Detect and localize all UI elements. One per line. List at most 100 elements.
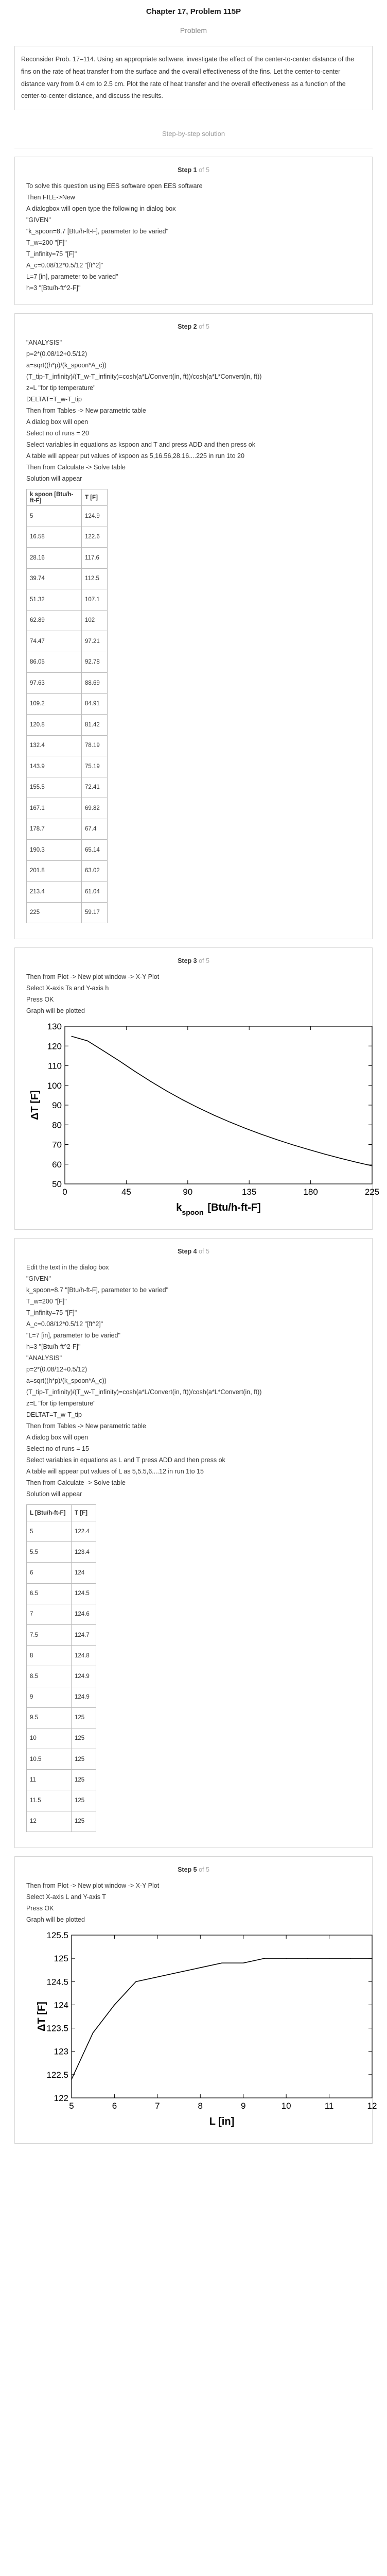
step-line: k_spoon=8.7 "[Btu/h-ft-F], parameter to … (26, 1286, 169, 1294)
table-cell: 7.5 (26, 1624, 72, 1646)
table-cell: 117.6 (81, 547, 108, 569)
y-tick-label: 70 (52, 1140, 62, 1150)
data-point (276, 1139, 278, 1141)
table-cell: 109.2 (26, 693, 82, 715)
table-row: 178.7 67.4 (26, 818, 108, 840)
y-tick-label: 90 (52, 1100, 62, 1110)
problem-statement: Reconsider Prob. 17–114. Using an approp… (14, 46, 373, 110)
y-tick-label: 80 (52, 1120, 62, 1130)
step-line: (T_tip-T_infinity)/(T_w-T_infinity)=cosh… (26, 1388, 262, 1396)
step-title: Step 2 (178, 323, 197, 330)
deltat-vs-length-chart: 5 6 7 8 9 10 11 12 122 122.5 123 123.5 124 124.5 125 12… (36, 1930, 377, 2127)
step-line: Solution will appear (26, 475, 82, 482)
step-2-lines: "ANALYSIS" p=2*(0.08/12+0.5/12) a=sqrt((h*… (26, 337, 361, 485)
step-line: p=2*(0.08/12+0.5/12) (26, 1366, 87, 1373)
table-cell: 62.89 (26, 609, 82, 631)
table-cell: 102 (81, 609, 108, 631)
data-point (92, 2032, 94, 2033)
table-row: 225 59.17 (26, 902, 108, 923)
table-row: 5.5 123.4 (26, 1541, 96, 1563)
table-cell: 122.4 (71, 1520, 96, 1543)
table-header-t: T [F] (71, 1504, 96, 1521)
data-point (261, 1133, 262, 1135)
table-row: 6 124 (26, 1562, 96, 1584)
problem-label: Problem (180, 26, 207, 35)
table-cell: 5 (26, 1520, 72, 1543)
table-cell: 10 (26, 1727, 72, 1750)
step-line: A_c=0.08/12*0.5/12 "[ft^2]" (26, 262, 103, 269)
x-tick-label: 10 (282, 2101, 291, 2111)
step-line: "GIVEN" (26, 1275, 51, 1282)
step-line: Select no of runs = 20 (26, 430, 89, 437)
table-row: 132.4 78.19 (26, 735, 108, 756)
data-point (157, 1976, 158, 1977)
table-cell: 201.8 (26, 860, 82, 882)
data-point (356, 1161, 357, 1163)
table-cell: 120.8 (26, 714, 82, 736)
table-cell: 124.7 (71, 1624, 96, 1646)
step-line: T_w=200 "[F]" (26, 239, 67, 246)
plot-frame (64, 1026, 373, 1184)
table-row: 167.1 69.82 (26, 798, 108, 819)
table-cell: 143.9 (26, 756, 82, 777)
step-line: p=2*(0.08/12+0.5/12) (26, 350, 87, 358)
x-axis-label: L [in] (209, 2116, 235, 2127)
table-cell: 155.5 (26, 776, 82, 798)
table-cell: 97.21 (81, 631, 108, 652)
step-line: Press OK (26, 1904, 54, 1912)
solution-title: Step-by-step solution (162, 130, 225, 138)
table-row: 7.5 124.7 (26, 1624, 96, 1646)
data-point (182, 1099, 183, 1100)
table-cell: 124.6 (71, 1603, 96, 1625)
table-cell: 125 (71, 1810, 96, 1832)
table-row: 51.32 107.1 (26, 589, 108, 611)
y-tick-label: 124.5 (46, 1977, 68, 1987)
table-row: 9 124.9 (26, 1686, 96, 1708)
table-cell: 78.19 (81, 735, 108, 756)
table-header-t: T [F] (81, 489, 108, 506)
table-cell: 75.19 (81, 756, 108, 777)
x-tick-label: 180 (303, 1187, 318, 1197)
table-cell: 7 (26, 1603, 72, 1625)
table-cell: 167.1 (26, 798, 82, 819)
table-row: 8 124.8 (26, 1645, 96, 1667)
table-row: 16.58 122.6 (26, 526, 108, 548)
x-axis-label-sub: spoon (182, 1208, 203, 1216)
table-cell: 125 (71, 1727, 96, 1750)
x-axis-label-main: k (176, 1202, 182, 1213)
table-cell: 125 (71, 1769, 96, 1791)
table-cell: 5.5 (26, 1541, 72, 1563)
table-row: 9.5 125 (26, 1707, 96, 1728)
y-tick-label: 120 (47, 1041, 62, 1051)
y-tick-label: 50 (52, 1179, 62, 1189)
table-row: 7 124.6 (26, 1603, 96, 1625)
table-cell: 124.9 (81, 505, 108, 527)
y-tick-label: 124 (54, 2000, 68, 2010)
y-tick-label: 60 (52, 1160, 62, 1170)
table-cell: 213.4 (26, 881, 82, 903)
y-tick-label: 122 (54, 2093, 68, 2103)
data-point (178, 1972, 180, 1973)
step-3: Step 3 of 5 Then from Plot -> New plot w… (14, 947, 379, 1230)
step-line: A dialog box will open (26, 1434, 89, 1441)
table-cell: 9.5 (26, 1707, 72, 1728)
step-line: Then from Plot -> New plot window -> X-Y… (26, 973, 160, 980)
table-row: 11 125 (26, 1769, 96, 1791)
table-cell: 8.5 (26, 1666, 72, 1687)
table-row: 120.8 81.42 (26, 714, 108, 736)
table-cell: 69.82 (81, 798, 108, 819)
step-line: Then from Tables -> New parametric table (26, 1422, 146, 1430)
data-point (102, 1050, 104, 1052)
table-cell: 65.14 (81, 839, 108, 861)
table-cell: 125 (71, 1707, 96, 1728)
data-point (118, 1060, 120, 1061)
step-line: "L=7 [in], parameter to be varied" (26, 1332, 120, 1339)
x-tick-label: 90 (183, 1187, 192, 1197)
step-line: Graph will be plotted (26, 1007, 85, 1014)
data-point (340, 1158, 341, 1159)
step-line: z=L "for tip temperature" (26, 1400, 96, 1407)
x-tick-label: 11 (325, 2101, 334, 2111)
table-row: 155.5 72.41 (26, 776, 108, 798)
step-line: Press OK (26, 996, 54, 1003)
step-line: h=3 "[Btu/h-ft^2-F]" (26, 1343, 81, 1350)
